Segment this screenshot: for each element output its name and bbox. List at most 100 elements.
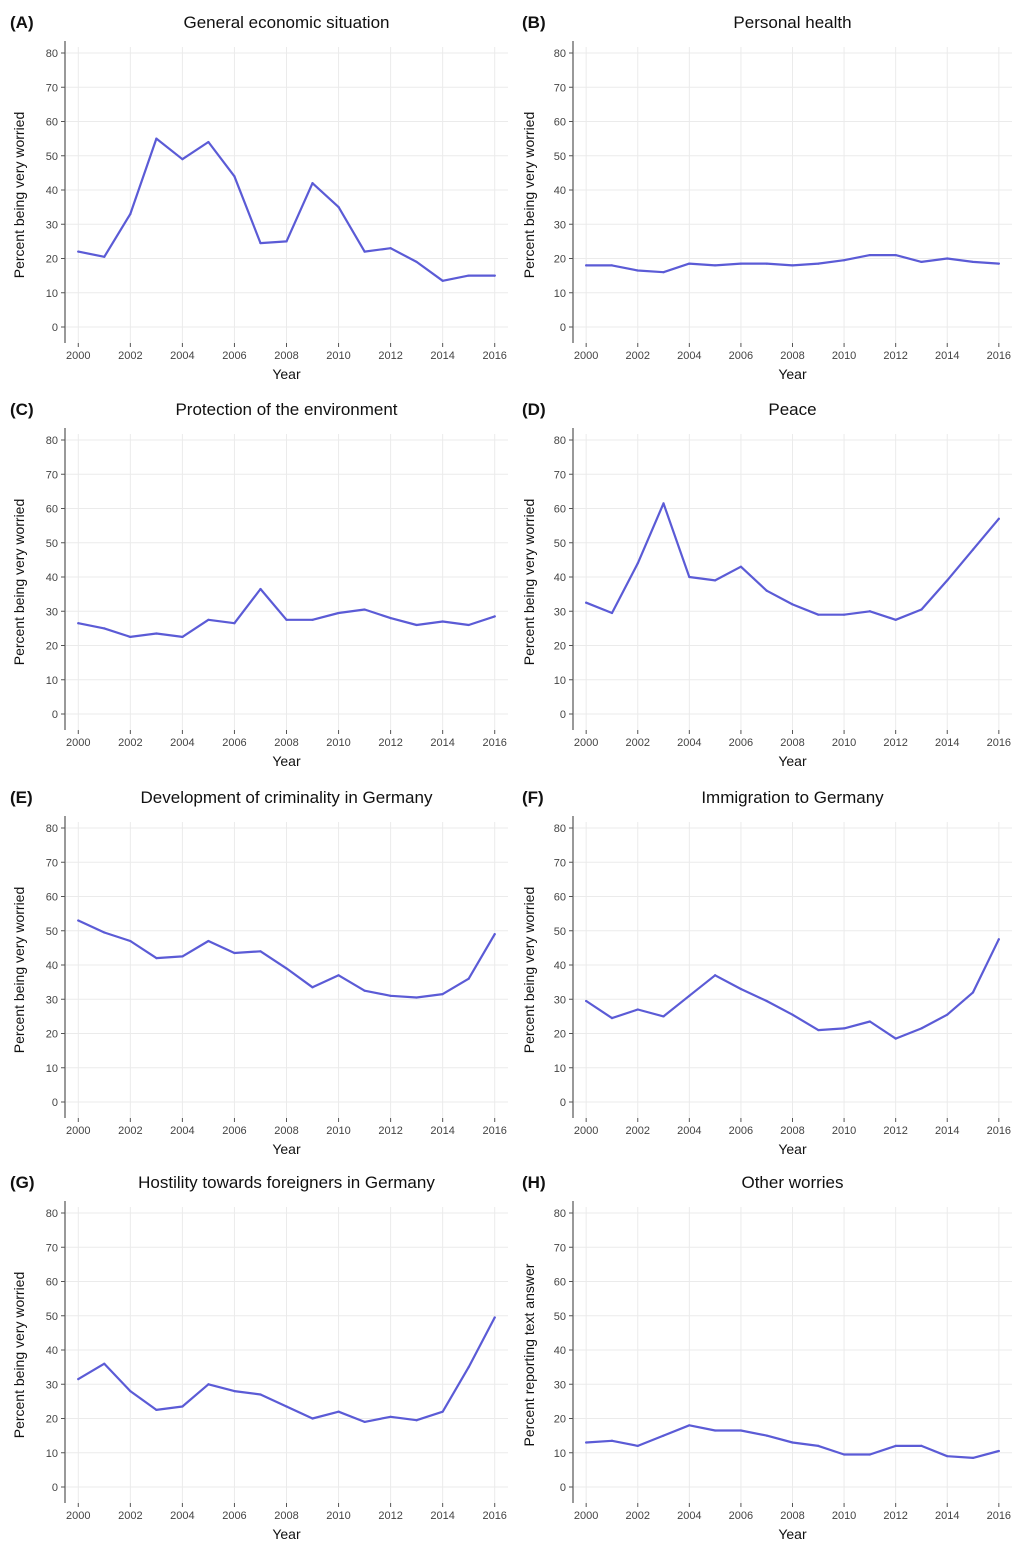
data-point (714, 1429, 717, 1432)
x-tick-label: 2016 (482, 1510, 506, 1522)
data-point (714, 264, 717, 267)
data-point (337, 206, 340, 209)
x-tick-label: 2004 (677, 1125, 701, 1137)
y-tick-label: 70 (554, 1242, 566, 1254)
data-point (207, 618, 210, 621)
data-point (997, 938, 1000, 941)
data-point (103, 627, 106, 630)
data-point (415, 1419, 418, 1422)
panel-e: 0 10 20 30 40 50 60 70 80 2000 2002 2004 2006 2008 201… (10, 788, 508, 1157)
panel-title: Development of criminality in Germany (141, 788, 433, 807)
data-point (688, 575, 691, 579)
panel-g: 0 10 20 30 40 50 60 70 80 2000 2002 2004 2006 2008 201… (10, 1173, 508, 1542)
y-tick-label: 20 (554, 1414, 566, 1426)
x-tick-label: 2014 (935, 1125, 959, 1137)
data-point (817, 1028, 820, 1032)
y-tick-label: 20 (46, 1029, 58, 1041)
y-tick-label: 0 (52, 1097, 58, 1109)
data-point (493, 274, 496, 277)
y-tick-label: 0 (52, 709, 58, 721)
data-point (997, 262, 1000, 265)
y-tick-label: 20 (46, 1414, 58, 1426)
y-tick-label: 30 (554, 994, 566, 1006)
data-point (585, 264, 588, 267)
data-point (714, 974, 717, 977)
y-tick-label: 70 (46, 469, 58, 481)
x-axis-label: Year (272, 753, 301, 769)
data-point (285, 1405, 288, 1408)
data-point (894, 253, 897, 257)
y-tick-label: 60 (554, 117, 566, 129)
panel-title: General economic situation (183, 13, 389, 32)
x-tick-label: 2008 (780, 1510, 804, 1522)
y-tick-label: 30 (554, 219, 566, 231)
data-point (636, 1444, 639, 1447)
data-point (920, 260, 923, 264)
panel-letter: (A) (10, 13, 34, 32)
data-point (946, 257, 949, 260)
y-tick-label: 50 (554, 538, 566, 550)
data-point (285, 967, 288, 970)
data-point (946, 1455, 949, 1458)
x-tick-label: 2016 (987, 1510, 1011, 1522)
x-tick-label: 2016 (482, 1125, 506, 1137)
data-point (103, 1362, 106, 1365)
data-point (971, 991, 975, 994)
data-point (920, 608, 923, 611)
data-point (311, 618, 314, 621)
data-point (610, 611, 614, 615)
data-point (155, 1408, 158, 1412)
data-point (311, 182, 314, 185)
data-point (337, 611, 340, 615)
x-tick-label: 2010 (326, 1125, 350, 1137)
x-tick-label: 2004 (170, 1125, 194, 1137)
x-tick-label: 2006 (222, 1510, 246, 1522)
data-point (441, 993, 444, 996)
x-tick-label: 2000 (574, 1125, 598, 1137)
data-point (129, 939, 132, 943)
x-tick-label: 2012 (883, 1510, 907, 1522)
y-tick-label: 50 (46, 926, 58, 938)
data-point (467, 1366, 470, 1369)
x-tick-label: 2008 (780, 737, 804, 749)
data-point (389, 994, 392, 997)
panel-title: Hostility towards foreigners in Germany (138, 1173, 435, 1192)
data-point (415, 260, 418, 264)
x-axis-label: Year (778, 1526, 807, 1542)
x-axis-label: Year (272, 1526, 301, 1542)
x-tick-label: 2004 (170, 350, 194, 362)
x-tick-label: 2016 (987, 1125, 1011, 1137)
data-point (259, 1393, 262, 1396)
y-tick-label: 60 (46, 1277, 58, 1289)
y-tick-label: 0 (560, 1482, 566, 1494)
x-tick-label: 2006 (729, 1510, 753, 1522)
x-tick-label: 2002 (118, 350, 142, 362)
y-tick-label: 70 (46, 857, 58, 869)
data-point (181, 158, 184, 161)
data-point (363, 1420, 366, 1424)
y-tick-label: 60 (554, 892, 566, 904)
data-point (233, 951, 236, 955)
y-tick-label: 0 (560, 322, 566, 334)
x-tick-label: 2010 (326, 1510, 350, 1522)
y-tick-label: 0 (52, 1482, 58, 1494)
y-tick-label: 10 (46, 675, 58, 687)
x-tick-label: 2012 (883, 737, 907, 749)
data-point (337, 974, 340, 977)
x-tick-label: 2006 (729, 737, 753, 749)
y-tick-label: 30 (46, 219, 58, 231)
y-tick-label: 40 (46, 572, 58, 584)
x-tick-label: 2010 (326, 737, 350, 749)
data-point (842, 1027, 846, 1030)
data-point (233, 1390, 236, 1393)
x-tick-label: 2000 (66, 737, 90, 749)
data-point (817, 613, 820, 616)
y-tick-label: 40 (554, 960, 566, 972)
y-axis-label: Percent being very worried (11, 499, 27, 666)
x-axis-label: Year (272, 366, 301, 382)
y-axis-label: Percent being very worried (11, 887, 27, 1054)
y-tick-label: 20 (46, 254, 58, 266)
x-tick-label: 2000 (66, 1510, 90, 1522)
y-tick-label: 10 (554, 288, 566, 300)
